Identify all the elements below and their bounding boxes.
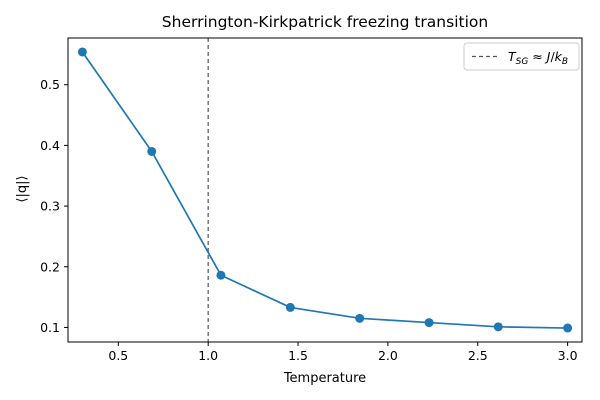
data-point	[355, 313, 365, 323]
data-point	[147, 146, 157, 156]
x-tick-label: 1.5	[288, 348, 308, 363]
legend-t-subscript: SG	[516, 57, 529, 67]
x-tick-label: 2.0	[378, 348, 398, 363]
axes-frame	[67, 37, 583, 343]
data-point	[563, 323, 573, 333]
y-tick-label: 0.3	[40, 199, 60, 214]
chart-title: Sherrington-Kirkpatrick freezing transit…	[162, 13, 488, 31]
legend-j: J	[544, 49, 551, 64]
data-point	[77, 47, 87, 57]
series-line	[81, 51, 568, 329]
y-tick-label: 0.1	[40, 320, 60, 335]
y-tick-label: 0.5	[40, 77, 60, 92]
x-tick-label: 2.5	[468, 348, 488, 363]
legend-box	[463, 42, 580, 71]
x-axis-label: Temperature	[283, 371, 366, 386]
x-tick-label: 1.0	[198, 348, 218, 363]
legend-slash: /	[550, 49, 555, 64]
data-point	[285, 302, 295, 312]
legend-k: k	[555, 49, 563, 64]
data-point	[216, 270, 226, 280]
legend-label: TSG ≈ J/kB	[508, 49, 568, 67]
y-tick-label: 0.2	[40, 259, 60, 274]
x-axis: 0.5 1.0 1.5 2.0 2.5 3.0	[108, 342, 578, 363]
y-axis-label: ⟨|q|⟩	[15, 175, 30, 202]
y-tick-label: 0.4	[40, 138, 60, 153]
y-axis: 0.1 0.2 0.3 0.4 0.5	[40, 77, 68, 335]
data-point	[424, 318, 434, 328]
x-tick-label: 3.0	[558, 348, 578, 363]
series-layer	[77, 47, 573, 333]
legend-k-subscript: B	[562, 57, 568, 67]
legend-t: T	[508, 49, 517, 64]
legend-approx: ≈	[528, 49, 546, 64]
legend: TSG ≈ J/kB	[463, 42, 580, 71]
data-point	[493, 322, 503, 332]
x-tick-label: 0.5	[108, 348, 128, 363]
